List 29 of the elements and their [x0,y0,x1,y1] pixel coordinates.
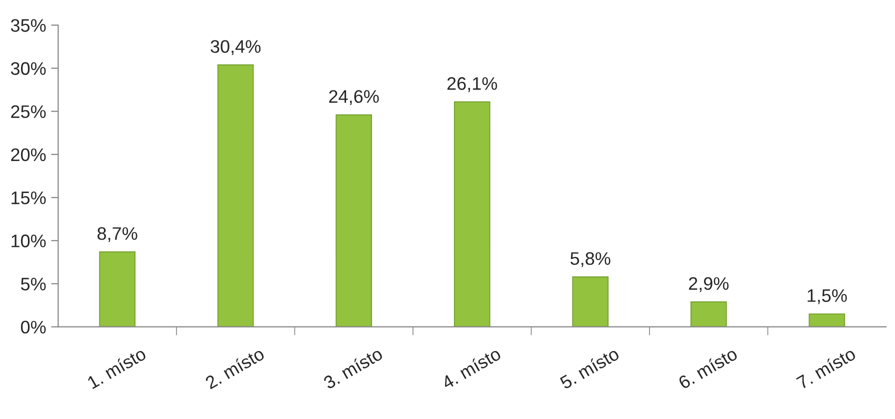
data-label: 1,5% [808,289,847,304]
data-label: 2,9% [688,277,729,292]
x-tick-label: 1. místo [86,346,147,390]
data-label: 26,1% [447,77,498,92]
x-tick-label: 7. místo [796,346,856,390]
bar [99,251,136,327]
bar [690,301,727,327]
x-tick-label: 5. místo [558,346,620,390]
y-tick-label: 10% [12,234,46,248]
data-label: 5,8% [570,252,610,268]
bar [454,101,490,327]
x-tick-label: 2. místo [204,346,266,390]
x-tick-label: 3. místo [322,346,384,390]
y-tick-label: 0% [20,320,46,334]
x-tick-label: 4. místo [440,346,502,390]
data-label: 30,4% [210,40,261,56]
y-tick-label: 15% [12,192,46,204]
bar [217,64,254,327]
y-tick-label: 5% [20,278,46,290]
data-label: 24,6% [329,90,379,106]
y-tick-label: 20% [11,148,46,162]
bar [572,276,609,327]
y-tick-label: 25% [11,105,46,118]
data-label: 8,7% [98,227,138,242]
bar [808,313,846,327]
y-tick-label: 35% [10,19,46,32]
x-tick-label: 6. místo [677,346,738,390]
bar [336,114,372,327]
y-tick-label: 30% [10,62,46,75]
